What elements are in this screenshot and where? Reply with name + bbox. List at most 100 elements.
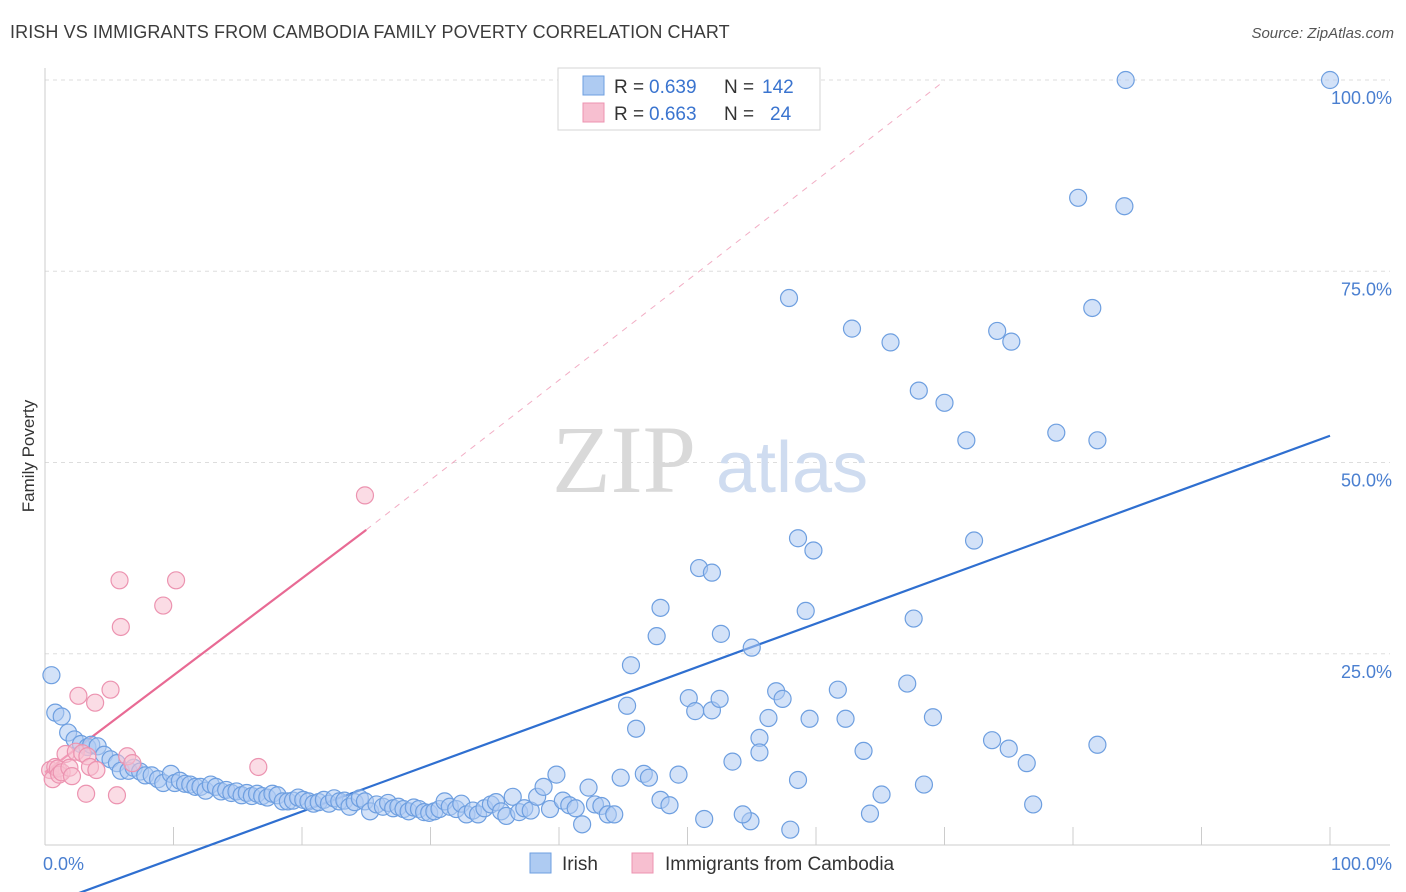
data-point-irish (773, 689, 792, 708)
data-point-irish (647, 627, 666, 646)
data-point-irish (503, 787, 522, 806)
data-point-irish (1115, 197, 1134, 216)
trend-line-irish (78, 434, 1331, 892)
y-tick-label: 50.0% (1341, 471, 1392, 491)
data-point-irish (1320, 70, 1340, 90)
legend-swatch-irish (582, 75, 605, 96)
legend-r-label: R = (614, 77, 644, 98)
data-points (41, 70, 1340, 839)
data-point-irish (669, 765, 688, 784)
data-point-irish (988, 321, 1007, 341)
watermark-zip: ZIP (552, 406, 696, 513)
data-point-irish (759, 708, 778, 728)
y-tick-label: 75.0% (1341, 279, 1392, 299)
data-point-irish (957, 431, 976, 450)
data-point-cambodia (62, 767, 82, 786)
y-axis-title: Family Poverty (19, 399, 38, 512)
data-point-irish (923, 708, 943, 727)
data-point-irish (742, 638, 761, 657)
data-point-cambodia (355, 486, 375, 505)
data-point-cambodia (249, 757, 268, 777)
data-point-irish (710, 689, 729, 708)
data-point-cambodia (166, 571, 186, 590)
data-point-irish (788, 529, 808, 548)
bottom-legend-swatch-irish (529, 852, 552, 874)
data-point-irish (702, 563, 722, 582)
data-point-irish (651, 598, 670, 617)
data-point-irish (904, 609, 923, 628)
data-point-irish (935, 393, 954, 412)
x-tick-label: 100.0% (1331, 854, 1392, 874)
data-point-irish (579, 778, 598, 797)
data-point-irish (618, 696, 637, 715)
data-point-irish (1047, 423, 1066, 442)
data-point-irish (639, 768, 659, 787)
data-point-irish (999, 739, 1018, 758)
data-point-irish (686, 702, 705, 721)
bottom-legend-label-cambodia: Immigrants from Cambodia (665, 854, 895, 875)
axes (44, 68, 1390, 846)
data-point-irish (621, 656, 641, 675)
data-point-irish (982, 731, 1002, 750)
trend-line-cambodia (44, 528, 367, 774)
legend-n-value: 24 (770, 104, 792, 125)
data-point-irish (566, 799, 585, 818)
data-point-irish (800, 709, 819, 728)
data-point-irish (733, 805, 752, 824)
data-point-irish (788, 770, 808, 790)
data-point-irish (540, 799, 560, 819)
data-point-irish (804, 541, 823, 560)
bottom-legend-label-irish: Irish (562, 854, 598, 875)
data-point-irish (914, 775, 934, 794)
bottom-legend-swatch-cambodia (631, 852, 654, 874)
data-point-irish (695, 809, 714, 829)
data-point-irish (872, 785, 891, 804)
data-point-irish (836, 709, 855, 728)
watermark: ZIP atlas (552, 406, 868, 513)
data-point-irish (1024, 795, 1043, 814)
chart-source: Source: ZipAtlas.com (1251, 25, 1394, 42)
legend-n-label: N = (724, 77, 754, 98)
data-point-cambodia (86, 693, 105, 712)
data-point-irish (860, 804, 880, 823)
data-point-cambodia (154, 596, 173, 615)
data-point-cambodia (111, 617, 130, 637)
data-point-cambodia (69, 686, 88, 705)
data-point-cambodia (77, 784, 96, 803)
data-point-irish (1088, 735, 1107, 754)
x-tick-label: 0.0% (43, 854, 84, 874)
data-point-irish (52, 707, 71, 726)
y-tick-label: 100.0% (1331, 88, 1392, 108)
data-point-irish (1069, 188, 1088, 207)
data-point-cambodia (110, 571, 129, 590)
data-point-irish (660, 796, 679, 815)
correlation-legend: R = 0.639 N = 142 R = 0.663 N = 24 (557, 67, 821, 131)
data-point-irish (898, 674, 917, 693)
data-point-irish (1088, 431, 1107, 450)
data-point-irish (909, 381, 928, 400)
legend-swatch-cambodia (582, 102, 605, 123)
data-point-cambodia (107, 786, 127, 805)
data-point-irish (781, 820, 800, 839)
data-point-irish (1017, 754, 1036, 773)
y-tick-label: 25.0% (1341, 662, 1392, 682)
data-point-irish (750, 743, 769, 762)
data-point-irish (611, 768, 630, 787)
tick-labels: 25.0% 50.0% 75.0% 100.0% 0.0% 100.0% (43, 88, 1392, 874)
legend-r-value: 0.663 (649, 104, 697, 125)
data-point-irish (842, 319, 862, 338)
data-point-irish (711, 624, 731, 643)
trend-lines (44, 80, 1331, 892)
data-point-irish (547, 765, 566, 784)
legend-r-value: 0.639 (649, 77, 697, 98)
legend-n-label: N = (724, 104, 754, 125)
data-point-irish (1002, 332, 1021, 351)
data-point-irish (1083, 298, 1102, 318)
data-point-irish (42, 666, 61, 685)
data-point-irish (605, 805, 624, 824)
data-point-cambodia (101, 680, 120, 699)
chart-title: IRISH VS IMMIGRANTS FROM CAMBODIA FAMILY… (10, 22, 730, 42)
grid (45, 79, 1390, 655)
data-point-irish (534, 777, 553, 796)
data-point-cambodia (123, 754, 142, 773)
